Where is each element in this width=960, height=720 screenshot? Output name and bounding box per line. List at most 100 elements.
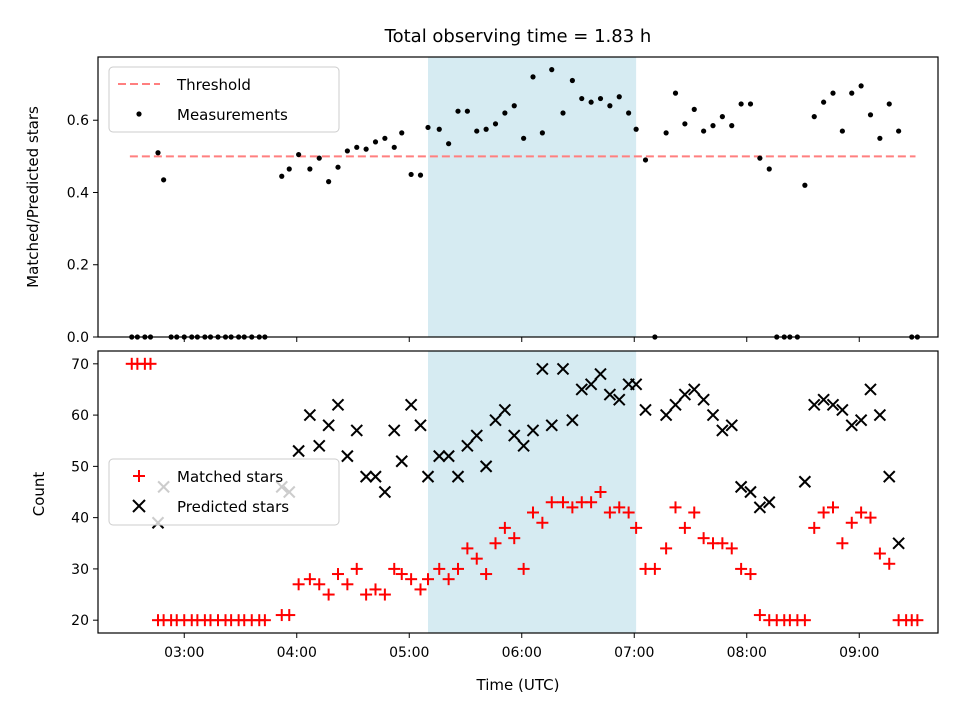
measurement-point bbox=[530, 74, 536, 80]
predicted-star-point bbox=[489, 414, 502, 427]
measurement-point bbox=[672, 90, 679, 96]
matched-star-point bbox=[470, 552, 483, 565]
predicted-star-point bbox=[688, 383, 701, 396]
measurement-point bbox=[408, 171, 414, 178]
predicted-star-point bbox=[716, 424, 729, 437]
predicted-star-point bbox=[845, 419, 858, 432]
matched-star-point bbox=[452, 562, 464, 575]
x-axis-label: Time (UTC) bbox=[476, 676, 560, 694]
predicted-star-point bbox=[603, 388, 617, 401]
predicted-star-point bbox=[388, 424, 401, 437]
matched-star-point bbox=[341, 578, 354, 591]
chart-title: Total observing time = 1.83 h bbox=[384, 26, 652, 47]
predicted-star-point bbox=[341, 449, 354, 463]
top-axes-frame bbox=[97, 56, 939, 338]
measurement-point bbox=[436, 126, 442, 132]
predicted-star-point bbox=[369, 470, 382, 483]
measurement-point bbox=[663, 130, 669, 136]
matched-star-point bbox=[648, 562, 661, 575]
matched-star-point bbox=[292, 578, 305, 591]
matched-star-point bbox=[480, 568, 493, 581]
predicted-star-point bbox=[854, 414, 868, 427]
legend-matched-swatch bbox=[133, 470, 145, 482]
measurement-point bbox=[691, 106, 697, 112]
predicted-star-point bbox=[433, 449, 446, 463]
matched-star-point bbox=[442, 573, 455, 586]
measurement-point bbox=[710, 123, 716, 129]
matched-star-point bbox=[808, 521, 821, 534]
measurement-point bbox=[719, 114, 725, 120]
predicted-star-point bbox=[395, 455, 408, 468]
matched-star-point bbox=[735, 562, 748, 575]
measurements-series bbox=[129, 67, 920, 340]
matched-star-point bbox=[350, 562, 363, 575]
measurement-point bbox=[802, 182, 808, 188]
matched-star-point bbox=[422, 573, 434, 586]
predicted-star-point bbox=[639, 403, 652, 417]
bottom-x-tick-label: 07:00 bbox=[614, 645, 654, 661]
predicted-star-point bbox=[378, 485, 392, 499]
measurement-point bbox=[399, 130, 405, 136]
predicted-star-point bbox=[744, 485, 757, 499]
matched-star-point bbox=[388, 562, 401, 575]
matched-star-point bbox=[697, 532, 710, 545]
measurement-point bbox=[821, 99, 827, 105]
predicted-star-point bbox=[697, 393, 710, 406]
measurement-point bbox=[539, 130, 545, 136]
measurement-point bbox=[729, 123, 735, 129]
bottom-x-tick-label: 04:00 bbox=[277, 645, 317, 661]
predicted-star-point bbox=[678, 388, 692, 401]
bottom-x-tick-label: 08:00 bbox=[727, 645, 767, 661]
matched-star-point bbox=[360, 588, 373, 601]
predicted-star-point bbox=[836, 403, 849, 417]
predicted-star-point bbox=[461, 439, 474, 453]
measurement-point bbox=[521, 135, 527, 141]
measurement-point bbox=[161, 177, 167, 183]
measurement-point bbox=[633, 126, 639, 132]
top-x-axis-ticks bbox=[183, 337, 860, 342]
predicted-star-point bbox=[808, 398, 821, 412]
predicted-star-point bbox=[892, 537, 905, 550]
measurement-point bbox=[738, 101, 744, 107]
predicted-star-point bbox=[873, 408, 887, 422]
predicted-star-point bbox=[508, 429, 521, 442]
bottom-legend: Matched stars Predicted stars bbox=[108, 458, 340, 526]
matched-star-point bbox=[660, 542, 673, 555]
measurement-point bbox=[858, 83, 864, 89]
matched-star-point bbox=[688, 506, 701, 519]
matched-star-point bbox=[613, 501, 626, 514]
bottom-y-axis-ticks: 20 30 40 50 60 70 bbox=[71, 357, 98, 629]
measurement-point bbox=[296, 151, 302, 158]
matched-star-point bbox=[725, 542, 738, 555]
measurement-point bbox=[307, 166, 313, 172]
bottom-x-axis-ticks: 03:00 04:00 05:00 06:00 07:00 08:00 09:00 bbox=[164, 633, 879, 661]
measurement-point bbox=[896, 128, 902, 134]
measurement-point bbox=[391, 144, 397, 150]
matched-star-point bbox=[873, 547, 886, 560]
measurement-point bbox=[502, 110, 508, 116]
measurement-point bbox=[886, 101, 892, 107]
matched-star-point bbox=[603, 506, 616, 519]
bottom-legend-box bbox=[108, 458, 340, 526]
measurement-point bbox=[492, 121, 499, 127]
measurement-point bbox=[607, 103, 613, 109]
measurement-point bbox=[597, 95, 604, 102]
measurement-point bbox=[474, 128, 480, 134]
top-y-axis-ticks: 0.0 0.2 0.4 0.6 bbox=[67, 113, 98, 346]
matched-star-point bbox=[508, 532, 521, 545]
matched-star-point bbox=[557, 496, 569, 509]
measurement-point bbox=[560, 110, 566, 116]
legend-matched-label: Matched stars bbox=[177, 468, 283, 486]
measurement-point bbox=[877, 135, 883, 141]
measurement-point bbox=[579, 95, 585, 102]
matched-star-point bbox=[144, 357, 157, 370]
matched-star-point bbox=[753, 609, 766, 622]
matched-star-point bbox=[545, 496, 558, 509]
bottom-y-tick-label: 30 bbox=[71, 562, 89, 578]
predicted-star-point bbox=[404, 398, 418, 412]
predicted-star-point bbox=[575, 383, 588, 396]
matched-star-point bbox=[911, 614, 924, 627]
matched-star-point bbox=[566, 501, 579, 514]
predicted-star-point bbox=[584, 378, 598, 391]
top-legend-box bbox=[108, 66, 340, 133]
